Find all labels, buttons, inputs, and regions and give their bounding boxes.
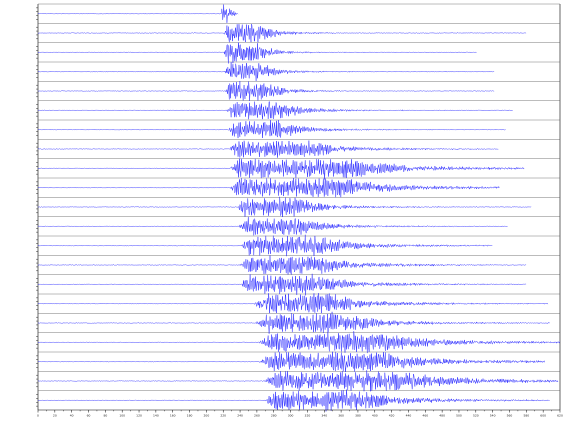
x-tick-label: 120 bbox=[136, 414, 142, 418]
x-tick-label: 80 bbox=[103, 414, 107, 418]
seismic-trace bbox=[37, 234, 493, 257]
seismic-trace bbox=[37, 140, 499, 158]
x-tick-label: 280 bbox=[271, 414, 277, 418]
x-tick-label: 500 bbox=[456, 414, 462, 418]
seismic-trace bbox=[37, 273, 527, 296]
x-tick-label: 620 bbox=[557, 414, 563, 418]
seismic-trace bbox=[37, 255, 527, 275]
x-tick-label: 160 bbox=[170, 414, 176, 418]
seismic-trace bbox=[37, 4, 239, 23]
seismic-trace bbox=[37, 158, 525, 180]
seismic-trace bbox=[37, 196, 532, 218]
seismic-trace bbox=[37, 62, 495, 81]
seismic-trace bbox=[37, 81, 495, 101]
seismic-trace bbox=[37, 42, 477, 64]
x-tick-label: 580 bbox=[523, 414, 529, 418]
seismic-trace bbox=[37, 370, 559, 392]
x-tick-label: 480 bbox=[439, 414, 445, 418]
x-tick-label: 60 bbox=[87, 414, 91, 418]
x-axis: 0 20 40 60 80 100 120 140 160 180 200 220 240 260 280 3… bbox=[37, 409, 563, 418]
x-tick-label: 240 bbox=[237, 414, 243, 418]
x-tick-label: 400 bbox=[372, 414, 378, 418]
seismic-trace bbox=[37, 119, 506, 139]
seismic-trace bbox=[37, 24, 527, 43]
x-tick-label: 20 bbox=[53, 414, 57, 418]
x-tick-label: 540 bbox=[490, 414, 496, 418]
x-tick-label: 140 bbox=[153, 414, 159, 418]
x-tick-label: 300 bbox=[288, 414, 294, 418]
x-tick-label: 560 bbox=[507, 414, 513, 418]
x-tick-label: 360 bbox=[338, 414, 344, 418]
x-tick-label: 420 bbox=[389, 414, 395, 418]
x-tick-label: 180 bbox=[187, 414, 193, 418]
x-tick-label: 380 bbox=[355, 414, 361, 418]
seismic-trace bbox=[37, 311, 550, 334]
seismic-trace bbox=[37, 101, 513, 120]
seismic-trace bbox=[37, 389, 550, 412]
x-tick-label: 600 bbox=[540, 414, 546, 418]
x-tick-label: 0 bbox=[37, 414, 39, 418]
x-tick-label: 200 bbox=[204, 414, 210, 418]
x-tick-label: 100 bbox=[119, 414, 125, 418]
x-tick-label: 340 bbox=[321, 414, 327, 418]
seismic-trace bbox=[37, 351, 545, 373]
x-tick-label: 40 bbox=[70, 414, 74, 418]
plot-frame bbox=[36, 3, 561, 410]
x-tick-label: 320 bbox=[305, 414, 311, 418]
trace-group bbox=[37, 4, 561, 412]
seismic-trace bbox=[37, 293, 549, 314]
seismic-trace bbox=[37, 331, 561, 354]
x-tick-label: 220 bbox=[220, 414, 226, 418]
x-tick-label: 440 bbox=[406, 414, 412, 418]
seismic-trace bbox=[37, 177, 500, 198]
x-tick-label: 520 bbox=[473, 414, 479, 418]
x-tick-label: 460 bbox=[422, 414, 428, 418]
seismic-trace bbox=[37, 216, 508, 236]
x-tick-label: 260 bbox=[254, 414, 260, 418]
